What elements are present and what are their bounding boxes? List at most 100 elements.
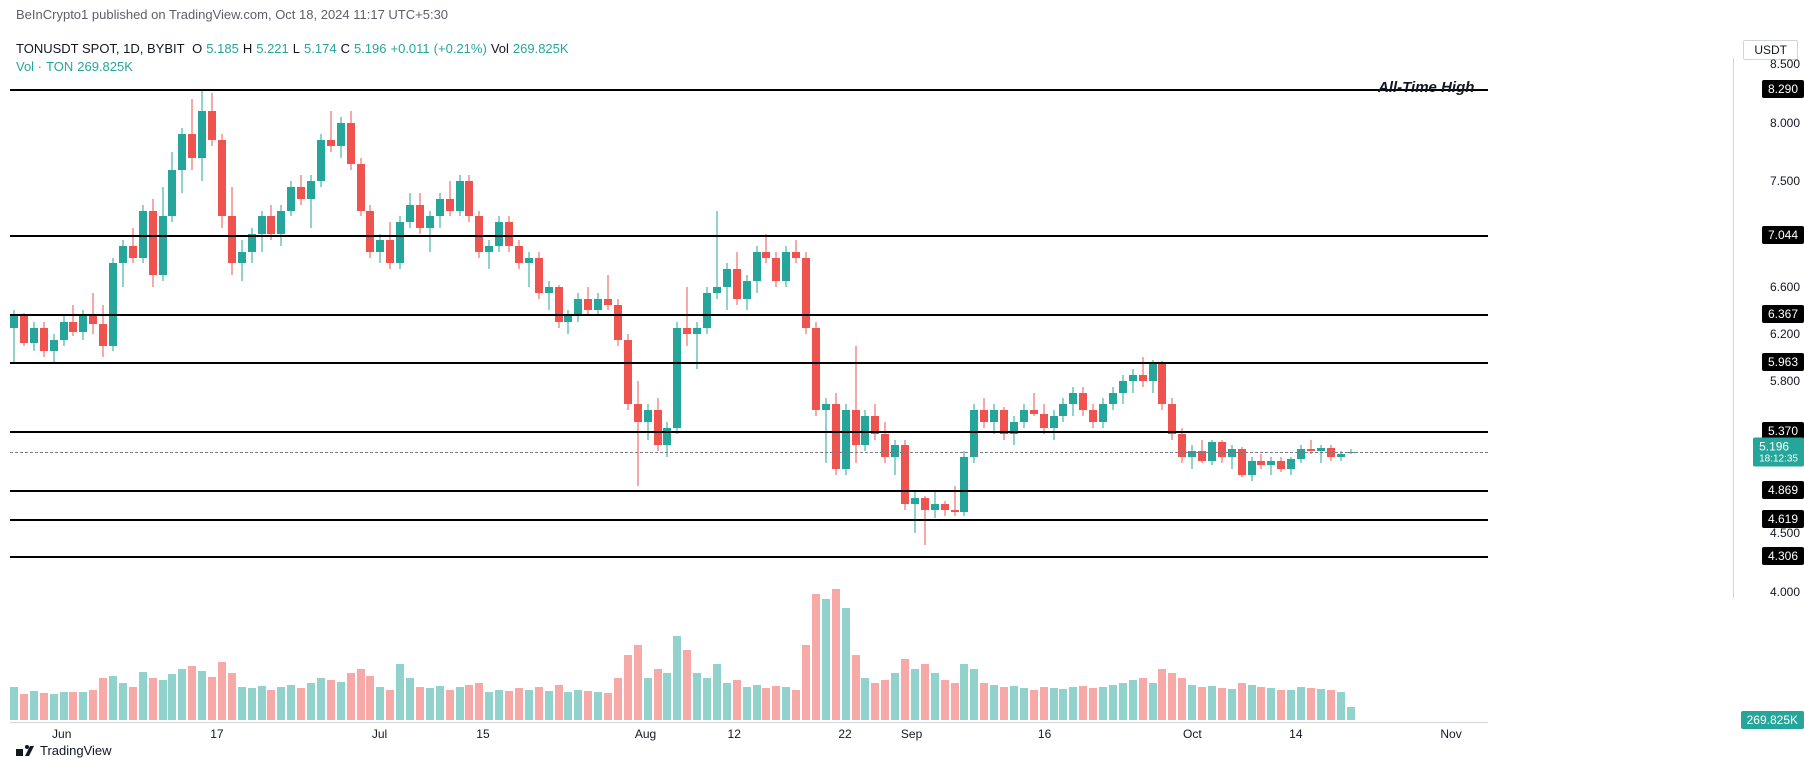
candle[interactable]: [980, 58, 988, 598]
candle[interactable]: [347, 58, 355, 598]
volume-bar[interactable]: [634, 645, 642, 720]
volume-bar[interactable]: [1297, 687, 1305, 720]
candle[interactable]: [495, 58, 503, 598]
candle[interactable]: [1069, 58, 1077, 598]
candle[interactable]: [465, 58, 473, 598]
candle[interactable]: [1198, 58, 1206, 598]
candle[interactable]: [1297, 58, 1305, 598]
candle[interactable]: [1129, 58, 1137, 598]
candle[interactable]: [307, 58, 315, 598]
volume-bar[interactable]: [307, 683, 315, 720]
volume-bar[interactable]: [416, 687, 424, 720]
candle[interactable]: [881, 58, 889, 598]
candle[interactable]: [1059, 58, 1067, 598]
candle[interactable]: [1139, 58, 1147, 598]
candle[interactable]: [317, 58, 325, 598]
candle[interactable]: [861, 58, 869, 598]
candle[interactable]: [327, 58, 335, 598]
candle[interactable]: [208, 58, 216, 598]
volume-bar[interactable]: [545, 691, 553, 720]
candle[interactable]: [1277, 58, 1285, 598]
candle[interactable]: [901, 58, 909, 598]
volume-bar[interactable]: [1119, 683, 1127, 720]
candle[interactable]: [792, 58, 800, 598]
volume-bar[interactable]: [891, 673, 899, 720]
volume-bar[interactable]: [980, 683, 988, 720]
volume-bar[interactable]: [1257, 687, 1265, 720]
volume-bar[interactable]: [673, 636, 681, 720]
volume-bar[interactable]: [178, 669, 186, 720]
volume-bar[interactable]: [366, 676, 374, 720]
candle[interactable]: [99, 58, 107, 598]
candle[interactable]: [1317, 58, 1325, 598]
candle[interactable]: [1238, 58, 1246, 598]
candle[interactable]: [475, 58, 483, 598]
time-axis[interactable]: Jun17Jul15Aug1222Sep16Oct14Nov: [10, 722, 1488, 742]
candle[interactable]: [267, 58, 275, 598]
volume-bar[interactable]: [376, 687, 384, 720]
candle[interactable]: [168, 58, 176, 598]
candle[interactable]: [50, 58, 58, 598]
volume-bar[interactable]: [832, 589, 840, 720]
volume-bar[interactable]: [515, 688, 523, 720]
candle[interactable]: [842, 58, 850, 598]
candle[interactable]: [79, 58, 87, 598]
volume-bar[interactable]: [1139, 678, 1147, 720]
candle[interactable]: [743, 58, 751, 598]
volume-bar[interactable]: [258, 686, 266, 720]
volume-bar[interactable]: [1337, 692, 1345, 720]
candle[interactable]: [634, 58, 642, 598]
candle[interactable]: [30, 58, 38, 598]
volume-bar[interactable]: [743, 687, 751, 720]
candle[interactable]: [337, 58, 345, 598]
volume-bar[interactable]: [911, 669, 919, 720]
volume-bar[interactable]: [654, 669, 662, 720]
candle[interactable]: [1089, 58, 1097, 598]
volume-bar[interactable]: [1158, 669, 1166, 720]
candle[interactable]: [426, 58, 434, 598]
candle[interactable]: [594, 58, 602, 598]
candle[interactable]: [654, 58, 662, 598]
volume-bar[interactable]: [852, 655, 860, 720]
candle[interactable]: [297, 58, 305, 598]
volume-bar[interactable]: [1089, 688, 1097, 720]
volume-bar[interactable]: [772, 686, 780, 720]
candle[interactable]: [149, 58, 157, 598]
candle[interactable]: [921, 58, 929, 598]
candle[interactable]: [139, 58, 147, 598]
tradingview-logo[interactable]: TradingView: [16, 743, 112, 758]
volume-bar[interactable]: [198, 671, 206, 720]
volume-bar[interactable]: [465, 685, 473, 720]
volume-bar[interactable]: [713, 664, 721, 720]
candle[interactable]: [198, 58, 206, 598]
price-axis[interactable]: 8.5008.0007.5007.0446.6006.2005.8005.370…: [1734, 58, 1804, 598]
volume-bar[interactable]: [119, 683, 127, 720]
candle[interactable]: [802, 58, 810, 598]
volume-bar[interactable]: [327, 680, 335, 720]
volume-bar[interactable]: [604, 693, 612, 720]
candle[interactable]: [931, 58, 939, 598]
volume-bar[interactable]: [426, 688, 434, 720]
candle[interactable]: [436, 58, 444, 598]
volume-bar[interactable]: [1188, 685, 1196, 720]
candle[interactable]: [545, 58, 553, 598]
candle[interactable]: [228, 58, 236, 598]
volume-area[interactable]: [10, 580, 1488, 720]
candle[interactable]: [822, 58, 830, 598]
candle[interactable]: [1188, 58, 1196, 598]
candle[interactable]: [1168, 58, 1176, 598]
candle[interactable]: [1000, 58, 1008, 598]
volume-bar[interactable]: [881, 680, 889, 720]
candle[interactable]: [733, 58, 741, 598]
candle[interactable]: [119, 58, 127, 598]
volume-bar[interactable]: [188, 666, 196, 720]
candle[interactable]: [248, 58, 256, 598]
candle[interactable]: [238, 58, 246, 598]
volume-bar[interactable]: [970, 669, 978, 720]
volume-bar[interactable]: [446, 690, 454, 720]
price-level-box[interactable]: 4.619: [1762, 510, 1804, 528]
volume-bar[interactable]: [1238, 683, 1246, 720]
volume-bar[interactable]: [1267, 688, 1275, 720]
volume-bar[interactable]: [753, 685, 761, 720]
volume-bar[interactable]: [733, 680, 741, 720]
